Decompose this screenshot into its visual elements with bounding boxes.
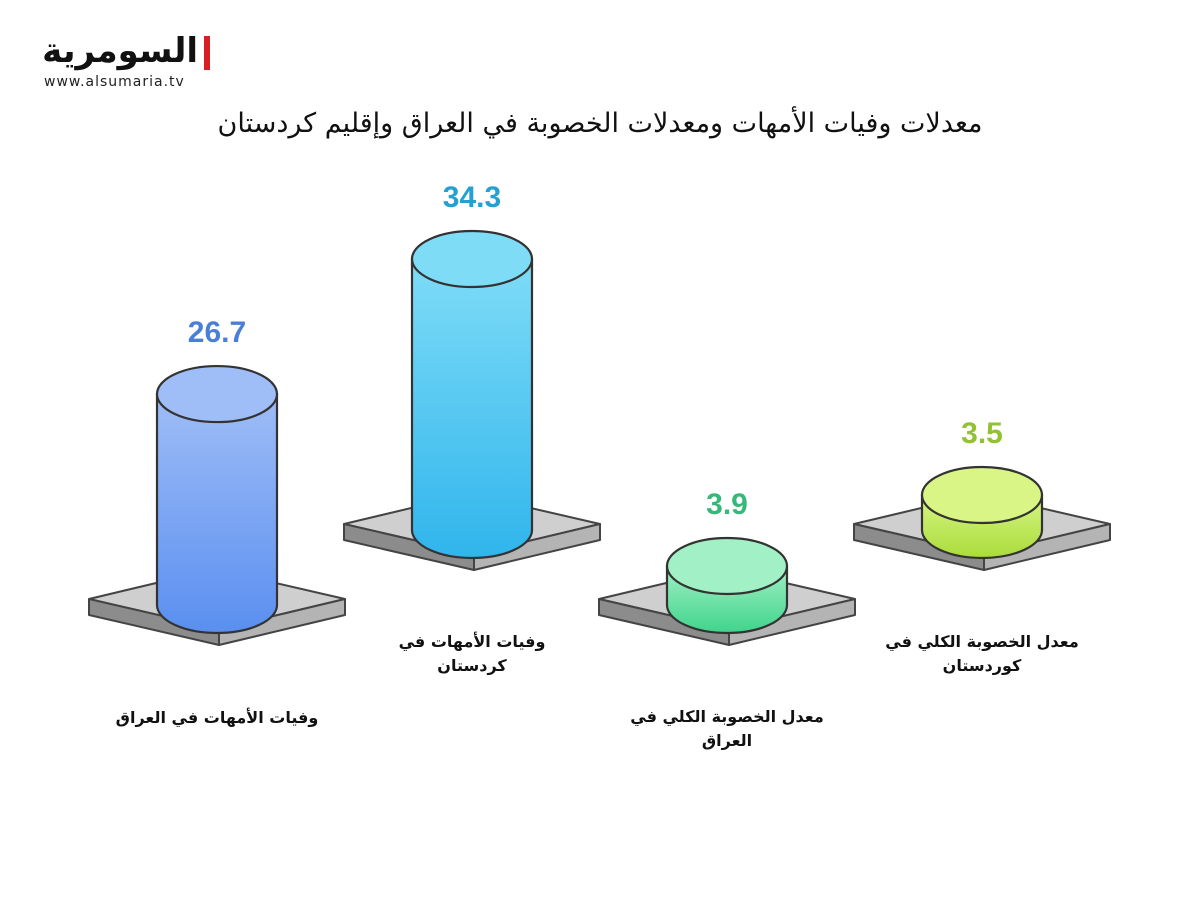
bar-body [155, 392, 279, 635]
bar-top [410, 229, 534, 289]
brand-logo: السومرية www.alsumaria.tv [42, 30, 214, 100]
bar-top [920, 465, 1044, 525]
chart-title: معدلات وفيات الأمهات ومعدلات الخصوبة في … [217, 108, 983, 139]
bar-body [410, 257, 534, 560]
category-label: كوردستان [943, 656, 1022, 675]
bar-top [155, 364, 279, 424]
bar-4: 3.5 معدل الخصوبة الكلي في كوردستان [853, 417, 1111, 675]
brand-name: السومرية [42, 31, 198, 71]
bar-2: 34.3 وفيات الأمهات في كردستان [343, 181, 601, 675]
category-label: وفيات الأمهات في العراق [116, 708, 319, 728]
bar-1: 26.7 وفيات الأمهات في العراق [88, 316, 346, 728]
category-label: وفيات الأمهات في [399, 632, 546, 652]
bar-top [665, 536, 789, 596]
value-label: 34.3 [443, 181, 501, 214]
value-label: 3.9 [706, 488, 748, 521]
brand-accent-bar [204, 36, 210, 70]
value-label: 26.7 [188, 316, 246, 349]
brand-url: www.alsumaria.tv [44, 74, 185, 90]
category-label: معدل الخصوبة الكلي في [630, 707, 823, 727]
category-label: العراق [702, 731, 752, 750]
bar-3: 3.9 معدل الخصوبة الكلي في العراق [598, 488, 856, 750]
category-label: معدل الخصوبة الكلي في [885, 632, 1078, 652]
value-label: 3.5 [961, 417, 1003, 450]
category-label: كردستان [437, 656, 507, 675]
